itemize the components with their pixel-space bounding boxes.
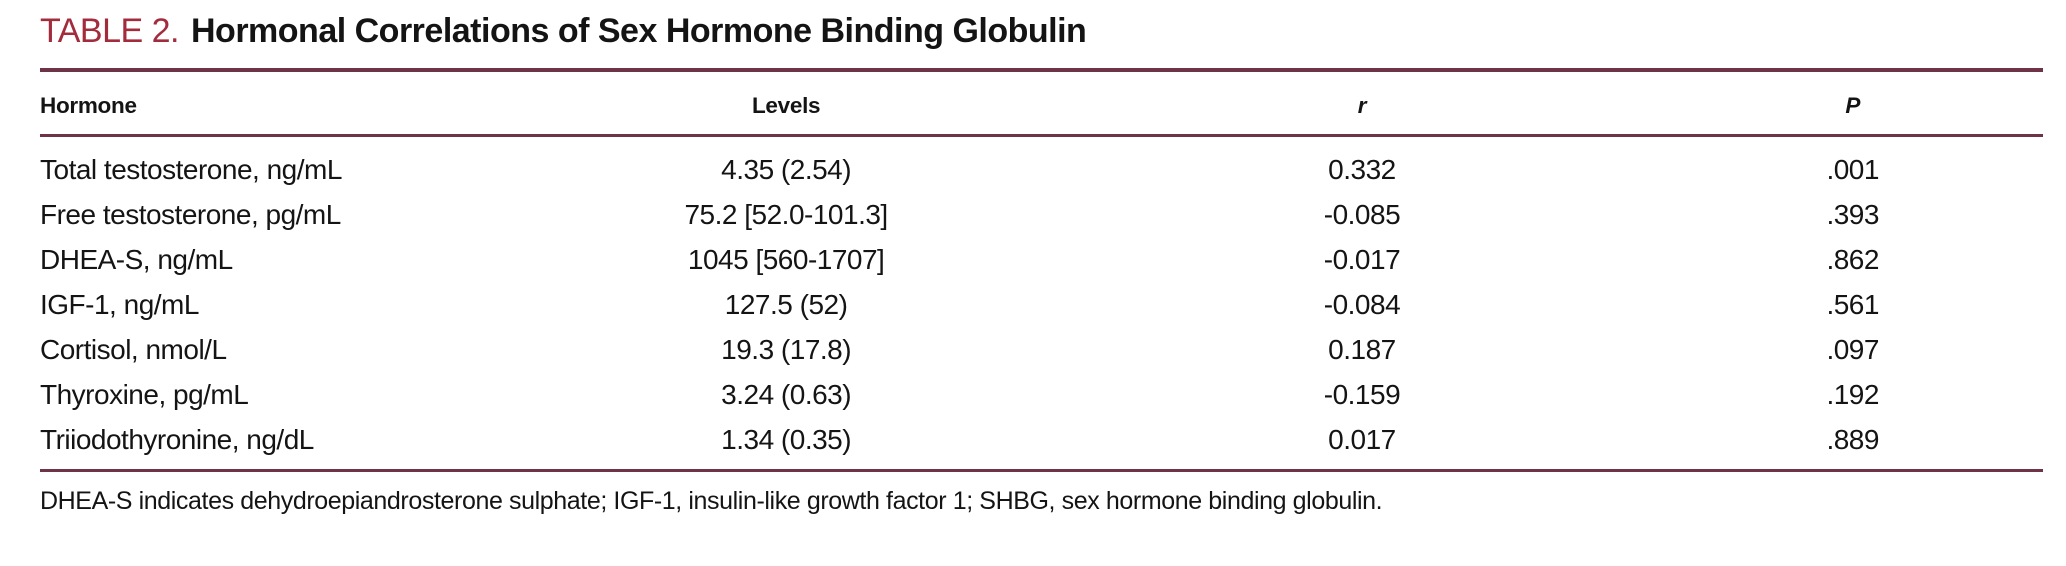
cell-p: .889	[1662, 417, 2043, 472]
cell-hormone: Free testosterone, pg/mL	[40, 199, 341, 230]
cell-r: 0.017	[1061, 417, 1663, 472]
cell-p: .192	[1826, 379, 1879, 410]
cell-p: .097	[1826, 334, 1879, 365]
cell-r: -0.084	[1323, 289, 1401, 320]
cell-levels: 1045 [560-1707]	[687, 244, 885, 275]
header-row: Hormone Levels r P	[40, 70, 2043, 137]
cell-hormone: Triiodothyronine, ng/dL	[40, 417, 511, 472]
cell-hormone: Cortisol, nmol/L	[40, 334, 227, 365]
cell-p: .001	[1826, 154, 1879, 185]
table-row: Triiodothyronine, ng/dL 1.34 (0.35) 0.01…	[40, 417, 2043, 472]
cell-levels: 4.35 (2.54)	[721, 154, 852, 185]
table-row: IGF-1, ng/mL 127.5 (52) -0.084 .561	[40, 282, 2043, 327]
table-number-label: TABLE 2.	[40, 12, 180, 50]
cell-r: 0.332	[1328, 154, 1396, 185]
hormone-correlation-table: Hormone Levels r P Total testosterone, n…	[40, 68, 2043, 472]
cell-levels: 127.5 (52)	[724, 289, 848, 320]
column-header-levels: Levels	[510, 70, 1062, 137]
cell-hormone: DHEA-S, ng/mL	[40, 244, 233, 275]
cell-r: -0.159	[1323, 379, 1401, 410]
column-header-r: r	[1061, 70, 1663, 137]
table-row: Free testosterone, pg/mL 75.2 [52.0-101.…	[40, 192, 2043, 237]
cell-levels: 3.24 (0.63)	[721, 379, 852, 410]
column-header-hormone: Hormone	[40, 70, 511, 137]
table-row: Total testosterone, ng/mL 4.35 (2.54) 0.…	[40, 136, 2043, 193]
cell-hormone: Total testosterone, ng/mL	[40, 154, 342, 185]
cell-hormone: IGF-1, ng/mL	[40, 289, 199, 320]
cell-levels: 75.2 [52.0-101.3]	[684, 199, 888, 230]
column-header-p: P	[1662, 70, 2043, 137]
table-footnote: DHEA-S indicates dehydroepiandrosterone …	[40, 487, 1383, 515]
cell-p: .561	[1826, 289, 1879, 320]
cell-levels: 19.3 (17.8)	[721, 334, 852, 365]
cell-hormone: Thyroxine, pg/mL	[40, 379, 249, 410]
cell-p: .862	[1826, 244, 1879, 275]
table-row: DHEA-S, ng/mL 1045 [560-1707] -0.017 .86…	[40, 237, 2043, 282]
cell-r: 0.187	[1328, 334, 1396, 365]
cell-levels: 1.34 (0.35)	[510, 417, 1062, 472]
table-title: Hormonal Correlations of Sex Hormone Bin…	[191, 12, 1087, 50]
table-row: Cortisol, nmol/L 19.3 (17.8) 0.187 .097	[40, 327, 2043, 372]
table-row: Thyroxine, pg/mL 3.24 (0.63) -0.159 .192	[40, 372, 2043, 417]
cell-r: -0.085	[1323, 199, 1401, 230]
cell-p: .393	[1826, 199, 1879, 230]
table-caption: TABLE 2. Hormonal Correlations of Sex Hor…	[40, 10, 2043, 52]
cell-r: -0.017	[1323, 244, 1401, 275]
